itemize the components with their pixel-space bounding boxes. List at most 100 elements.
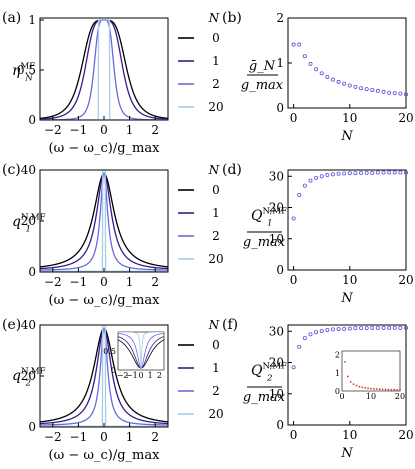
data-point [347, 326, 352, 331]
x-tick-label: −2 [44, 430, 62, 444]
data-point [325, 172, 330, 177]
legend-title: N [208, 11, 220, 25]
y-axis-numerator: QN,MF 2 [251, 362, 287, 384]
legend-title: N [208, 163, 220, 177]
panel-label: (e) [2, 317, 21, 333]
axes-frame-0 [39, 17, 169, 121]
inset-data-point [381, 388, 384, 391]
y-tick-label: 0 [276, 418, 284, 432]
inset-x-tick-label: 0 [138, 371, 143, 380]
data-point [336, 79, 341, 84]
data-point [302, 336, 307, 341]
legend-entry: 20 [208, 100, 223, 114]
legend-entry: 20 [208, 252, 223, 266]
y-tick-label: 0 [276, 101, 284, 115]
data-point [364, 170, 369, 175]
data-point [325, 74, 330, 79]
data-point [347, 83, 352, 88]
x-tick-label: 0 [100, 430, 108, 444]
y-tick-label: 0 [276, 263, 284, 277]
data-point [375, 325, 380, 330]
data-point [375, 88, 380, 93]
inset-data-point [373, 387, 375, 390]
x-axis-label: (ω − ω_c)/g_max [49, 293, 161, 308]
y-tick-label: 40 [21, 318, 36, 332]
x-tick-label: 0 [100, 123, 108, 137]
data-point [403, 325, 408, 330]
y-tick-label: 10 [269, 232, 284, 246]
panel-label: (d) [222, 162, 242, 178]
axes-frame-2 [39, 169, 169, 273]
legend-entry: 2 [212, 384, 220, 398]
data-point [375, 170, 380, 175]
data-point [297, 192, 302, 197]
legend-title: N [208, 318, 220, 332]
data-point [330, 172, 335, 177]
data-point [353, 171, 358, 176]
x-tick-label: 10 [342, 428, 357, 442]
x-tick-label: 0 [290, 428, 298, 442]
inset-data-point [375, 388, 378, 390]
series-line-N20 [40, 170, 168, 272]
inset-x-tick-label: 2 [157, 371, 162, 380]
y-axis-denominator: g_max [241, 78, 284, 93]
data-point [314, 330, 319, 335]
data-point [291, 42, 296, 47]
data-point [342, 81, 347, 86]
data-point [314, 67, 319, 72]
y-tick-label: 1 [28, 13, 36, 27]
x-tick-label: −1 [70, 123, 88, 137]
y-tick-label: 20 [269, 356, 284, 370]
data-point [330, 77, 335, 82]
inset-data-point [364, 387, 367, 389]
series-line-N1 [40, 19, 168, 120]
data-point [403, 92, 408, 97]
data-point [308, 178, 313, 183]
x-tick-label: 2 [151, 123, 159, 137]
inset-data-point [349, 381, 352, 383]
y-axis-label: qN,MF 2 [12, 367, 46, 389]
inset-data-point [355, 384, 358, 387]
data-point [353, 84, 358, 89]
legend-entry: 1 [212, 54, 220, 68]
x-axis-label: N [340, 129, 353, 144]
inset-data-point [390, 388, 393, 391]
inset-data-point [387, 388, 390, 391]
x-axis-label: N [340, 291, 353, 306]
plot-area-2 [40, 170, 168, 272]
x-tick-label: −1 [70, 275, 88, 289]
y-axis-denominator: g_max [243, 235, 286, 250]
data-point [359, 86, 364, 91]
inset-data-point [358, 385, 361, 388]
data-point [330, 327, 335, 332]
x-tick-label: 2 [151, 275, 159, 289]
inset-data-point [346, 375, 349, 378]
inset-y-tick-label: 0.5 [103, 347, 116, 356]
data-point [297, 344, 302, 349]
data-point [359, 170, 364, 175]
x-tick-label: −2 [44, 275, 62, 289]
y-tick-label: 1 [276, 56, 284, 70]
axes-frame-5 [287, 324, 407, 426]
x-tick-label: 0 [290, 273, 298, 287]
x-tick-label: 20 [398, 273, 413, 287]
x-tick-label: −2 [44, 123, 62, 137]
x-axis-label: (ω − ω_c)/g_max [49, 141, 161, 156]
x-axis-label: N [340, 446, 353, 461]
y-tick-label: 20 [21, 214, 36, 228]
data-point [336, 327, 341, 332]
data-point [364, 326, 369, 331]
legend-entry: 0 [212, 338, 220, 352]
series-line-N2 [40, 19, 168, 120]
data-point [308, 332, 313, 337]
y-axis-numerator: ḡ_N [249, 59, 276, 74]
data-point [347, 171, 352, 176]
x-tick-label: 1 [126, 275, 134, 289]
y-tick-label: 0 [28, 420, 36, 434]
data-point [325, 327, 330, 332]
data-point [291, 216, 296, 221]
data-point [387, 170, 392, 175]
plot-area-0 [40, 19, 168, 120]
y-axis-denominator: g_max [243, 390, 286, 405]
